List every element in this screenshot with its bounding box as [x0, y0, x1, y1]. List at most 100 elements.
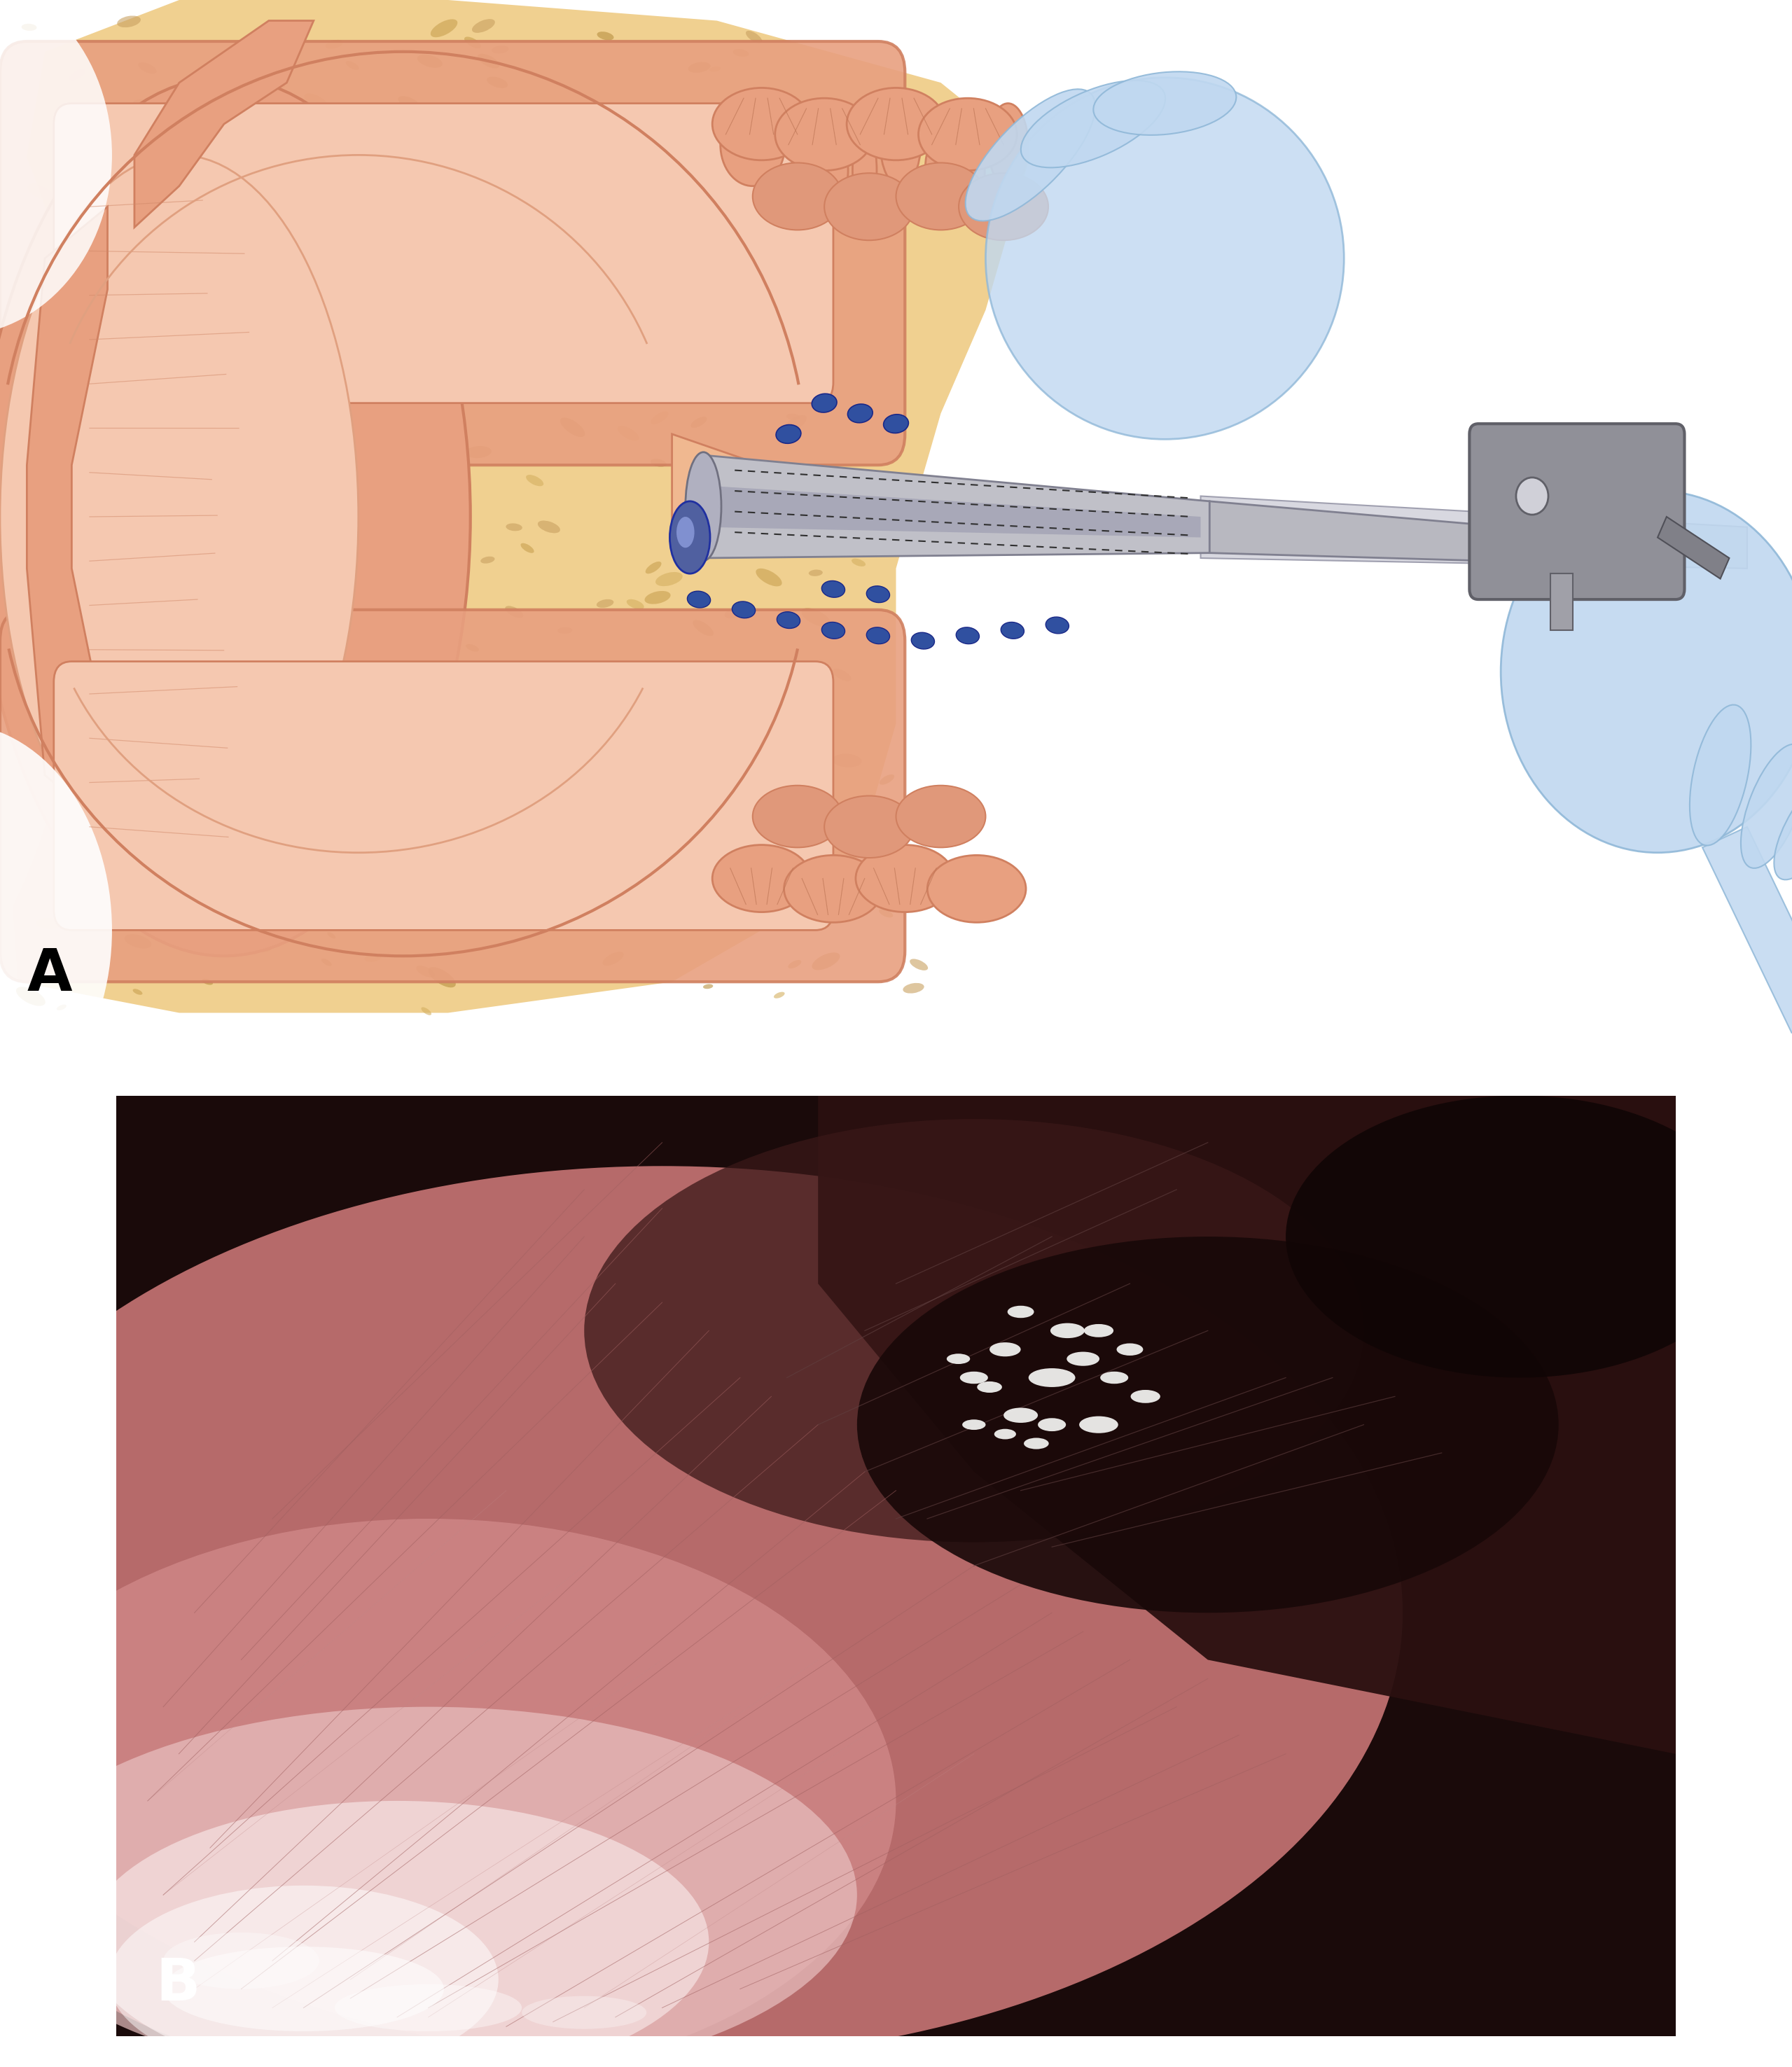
Ellipse shape — [880, 775, 894, 785]
Ellipse shape — [769, 174, 783, 182]
FancyBboxPatch shape — [1469, 424, 1684, 599]
Ellipse shape — [670, 502, 710, 573]
Ellipse shape — [561, 862, 591, 876]
Ellipse shape — [163, 1947, 444, 2032]
Ellipse shape — [762, 891, 778, 903]
Ellipse shape — [416, 965, 435, 978]
Ellipse shape — [857, 845, 955, 912]
Ellipse shape — [314, 180, 339, 194]
Ellipse shape — [783, 415, 806, 432]
Ellipse shape — [328, 932, 335, 938]
Ellipse shape — [883, 413, 909, 434]
Ellipse shape — [505, 606, 523, 618]
Ellipse shape — [771, 349, 787, 360]
Ellipse shape — [498, 134, 523, 155]
Ellipse shape — [109, 1885, 498, 2067]
Ellipse shape — [59, 866, 86, 887]
Ellipse shape — [986, 76, 1344, 440]
Ellipse shape — [966, 89, 1095, 221]
Ellipse shape — [650, 459, 667, 467]
Ellipse shape — [484, 750, 502, 761]
Ellipse shape — [317, 444, 339, 461]
Ellipse shape — [570, 312, 591, 327]
Ellipse shape — [1502, 490, 1792, 852]
Ellipse shape — [452, 740, 464, 746]
Ellipse shape — [830, 504, 858, 519]
Ellipse shape — [857, 1236, 1559, 1612]
Ellipse shape — [912, 633, 934, 649]
Ellipse shape — [109, 358, 140, 372]
Ellipse shape — [724, 715, 740, 723]
Ellipse shape — [138, 883, 167, 897]
Ellipse shape — [163, 1933, 319, 1988]
Ellipse shape — [353, 223, 378, 240]
Ellipse shape — [511, 157, 529, 167]
Ellipse shape — [787, 690, 817, 705]
Ellipse shape — [724, 608, 745, 618]
Ellipse shape — [111, 802, 134, 819]
Ellipse shape — [294, 277, 314, 289]
Ellipse shape — [618, 426, 640, 440]
Ellipse shape — [557, 626, 572, 635]
Ellipse shape — [634, 746, 647, 750]
Ellipse shape — [220, 597, 246, 616]
Ellipse shape — [853, 128, 876, 211]
Ellipse shape — [702, 837, 713, 843]
Ellipse shape — [1116, 1344, 1143, 1356]
Ellipse shape — [812, 393, 837, 413]
Ellipse shape — [557, 709, 568, 713]
Ellipse shape — [690, 418, 708, 428]
Ellipse shape — [480, 331, 495, 339]
Ellipse shape — [22, 23, 36, 31]
Ellipse shape — [713, 87, 810, 159]
Circle shape — [1516, 477, 1548, 515]
Text: A: A — [27, 947, 72, 1002]
Ellipse shape — [181, 446, 202, 457]
Ellipse shape — [831, 754, 862, 767]
Ellipse shape — [785, 837, 815, 852]
Ellipse shape — [346, 60, 358, 70]
Ellipse shape — [202, 978, 213, 984]
Ellipse shape — [484, 234, 495, 238]
Ellipse shape — [1066, 1352, 1100, 1366]
Ellipse shape — [810, 843, 823, 850]
Ellipse shape — [219, 118, 242, 132]
Polygon shape — [1658, 517, 1729, 579]
Ellipse shape — [801, 608, 831, 626]
Ellipse shape — [140, 856, 161, 868]
Ellipse shape — [305, 521, 328, 533]
Ellipse shape — [466, 645, 478, 651]
Ellipse shape — [1004, 1408, 1038, 1422]
Ellipse shape — [394, 732, 421, 750]
Polygon shape — [134, 21, 314, 227]
Ellipse shape — [742, 891, 753, 897]
Ellipse shape — [73, 794, 95, 806]
Ellipse shape — [0, 0, 111, 337]
Ellipse shape — [430, 19, 457, 37]
Polygon shape — [672, 434, 941, 537]
Ellipse shape — [375, 291, 403, 306]
FancyBboxPatch shape — [54, 661, 833, 930]
Polygon shape — [1702, 827, 1792, 1034]
Ellipse shape — [335, 1984, 521, 2032]
Ellipse shape — [658, 182, 668, 186]
Ellipse shape — [749, 215, 769, 225]
Ellipse shape — [1690, 705, 1751, 845]
Ellipse shape — [824, 174, 914, 240]
Ellipse shape — [561, 418, 584, 436]
Ellipse shape — [896, 163, 986, 229]
Ellipse shape — [133, 988, 142, 994]
Ellipse shape — [677, 517, 695, 548]
Ellipse shape — [93, 765, 122, 777]
Ellipse shape — [737, 200, 747, 205]
Ellipse shape — [251, 167, 260, 174]
Ellipse shape — [253, 943, 272, 953]
Ellipse shape — [174, 287, 197, 300]
Ellipse shape — [242, 143, 256, 149]
Ellipse shape — [762, 370, 787, 382]
Ellipse shape — [1131, 1389, 1159, 1403]
Ellipse shape — [702, 984, 713, 988]
Ellipse shape — [650, 411, 668, 424]
Ellipse shape — [109, 120, 118, 126]
Ellipse shape — [697, 238, 724, 252]
